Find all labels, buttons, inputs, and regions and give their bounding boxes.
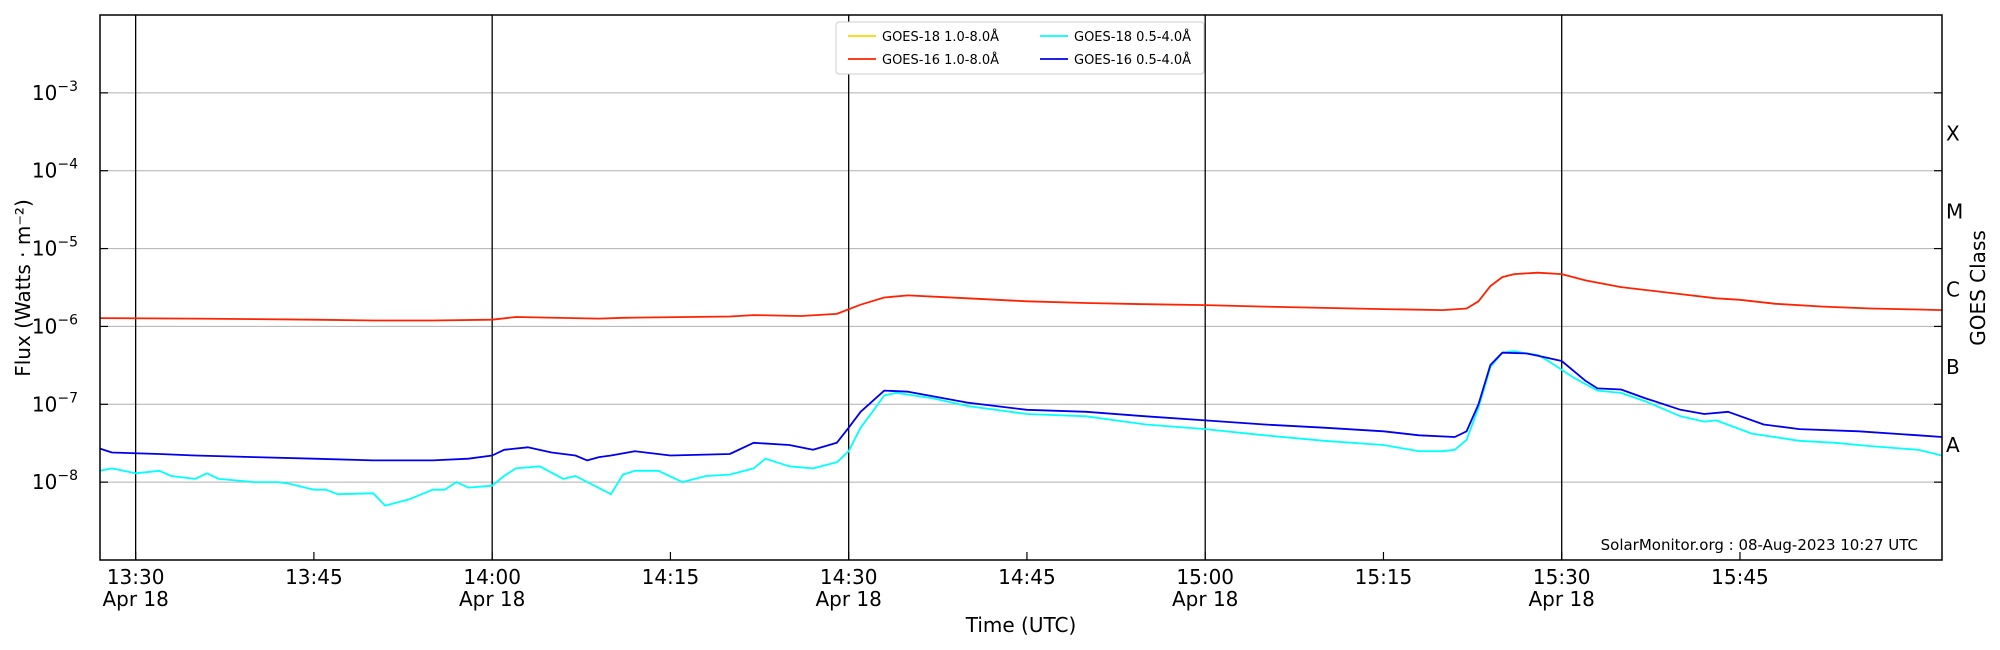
y-tick-label: 10−3 (32, 79, 78, 105)
x-tick-date-label: Apr 18 (1529, 587, 1595, 611)
plot-frame (99, 14, 1943, 561)
legend-label: GOES-18 1.0-8.0Å (882, 29, 999, 45)
y-axis-label: Flux (Watts · m⁻²) (11, 199, 35, 377)
x-tick-label: 15:00 (1176, 565, 1234, 589)
x-tick-label: 14:30 (820, 565, 878, 589)
x-tick-date-label: Apr 18 (459, 587, 525, 611)
y-axis-ticks: 10−8 10−7 10−6 10−5 10−4 10−3 (32, 79, 1942, 494)
x-tick-label: 14:00 (463, 565, 521, 589)
y-tick-label: 10−6 (32, 312, 78, 338)
legend-box (835, 21, 1205, 75)
legend-label: GOES-18 0.5-4.0Å (1074, 29, 1191, 45)
goes-class-labels: A B C M X (1946, 122, 1963, 457)
x-tick-label: 13:30 (107, 565, 165, 589)
x-tick-date-label: Apr 18 (102, 587, 168, 611)
x-tick-label: 15:45 (1711, 565, 1769, 589)
x-tick-label: 14:45 (998, 565, 1056, 589)
y-tick-label: 10−7 (32, 390, 78, 416)
gridlines (100, 92, 1942, 483)
x-axis-label: Time (UTC) (965, 613, 1077, 637)
y-tick-label: 10−4 (32, 157, 78, 183)
x-tick-label: 14:15 (642, 565, 700, 589)
legend-label: GOES-16 0.5-4.0Å (1074, 52, 1191, 68)
series-line-goes-16-1-0-8-0- (99, 271, 1943, 322)
legend: GOES-18 1.0-8.0Å GOES-16 1.0-8.0Å GOES-18 … (835, 21, 1205, 75)
credit-text: SolarMonitor.org : 08-Aug-2023 10:27 UTC (1601, 536, 1918, 554)
x-tick-label: 15:15 (1355, 565, 1413, 589)
legend-label: GOES-16 1.0-8.0Å (882, 52, 999, 68)
series-line-goes-16-0-5-4-0- (99, 351, 1943, 462)
x-tick-date-label: Apr 18 (1172, 587, 1238, 611)
goes-class-label: A (1946, 433, 1960, 457)
y-tick-label: 10−8 (32, 468, 78, 494)
x-tick-label: 13:45 (285, 565, 343, 589)
goes-class-label: X (1946, 122, 1960, 146)
day-vertical-lines (135, 15, 1563, 560)
goes-class-label: C (1946, 277, 1960, 301)
goes-class-label: B (1946, 355, 1960, 379)
y-tick-label: 10−5 (32, 235, 78, 261)
data-series (99, 271, 1943, 507)
series-line-goes-18-0-5-4-0- (99, 350, 1943, 507)
goes-class-label: M (1946, 199, 1963, 223)
x-tick-date-label: Apr 18 (815, 587, 881, 611)
x-tick-label: 15:30 (1533, 565, 1591, 589)
y2-axis-label: GOES Class (1966, 230, 1990, 346)
